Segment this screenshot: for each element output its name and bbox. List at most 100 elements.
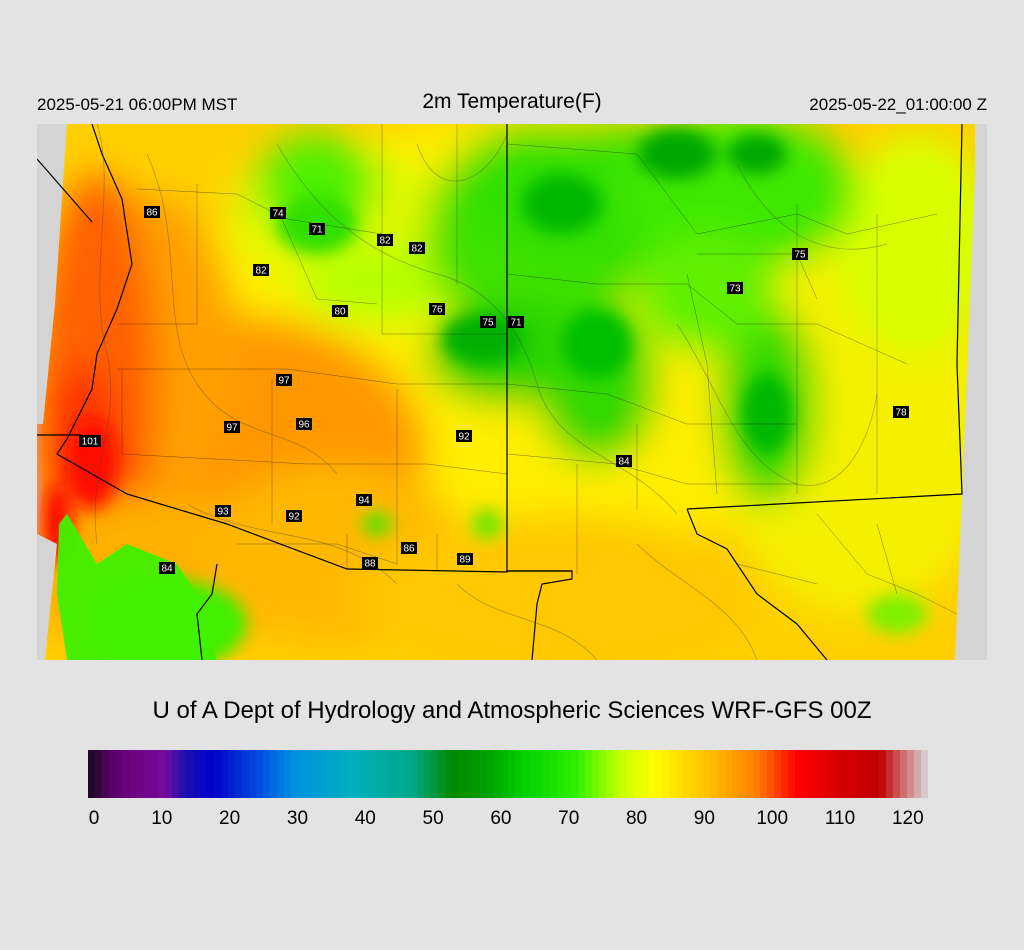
station-label-text: 82 — [379, 236, 391, 247]
colorbar-swatch — [396, 750, 404, 798]
colorbar-swatch — [823, 750, 831, 798]
colorbar-swatch — [354, 750, 362, 798]
temperature-map: 86 74 71 82 82 82 80 76 75 71 75 73 97 97 96 101 92 78 84 9… — [37, 124, 987, 660]
station-label-text: 84 — [161, 564, 173, 575]
colorbar-swatch — [389, 750, 397, 798]
colorbar-swatch — [809, 750, 817, 798]
station-label-box — [456, 430, 472, 442]
station-temperature-label: 76 — [429, 303, 445, 316]
station-label-box — [616, 455, 632, 467]
station-label-box — [457, 553, 473, 565]
map-title: 2m Temperature(F) — [422, 90, 602, 113]
colorbar-swatch — [319, 750, 327, 798]
station-label-box — [362, 557, 378, 569]
colorbar-swatch — [634, 750, 642, 798]
colorbar-swatch — [767, 750, 775, 798]
colorbar-tick-label: 110 — [824, 808, 856, 829]
station-label-text: 101 — [82, 437, 99, 448]
station-label-box — [508, 316, 524, 328]
colorbar-tick-label: 50 — [422, 808, 444, 829]
colorbar-swatch — [501, 750, 509, 798]
colorbar-swatch — [382, 750, 390, 798]
colorbar-swatch — [844, 750, 852, 798]
colorbar-swatch — [662, 750, 670, 798]
colorbar-swatch — [340, 750, 348, 798]
station-labels: 86 74 71 82 82 82 80 76 75 71 75 73 97 97 96 101 92 78 84 9… — [79, 206, 909, 575]
station-label-box — [215, 505, 231, 517]
colorbar-swatch — [200, 750, 208, 798]
colorbar-swatch — [578, 750, 586, 798]
station-label-box — [356, 494, 372, 506]
station-label-text: 76 — [431, 305, 443, 316]
station-label-box — [429, 303, 445, 315]
colorbar-swatch — [347, 750, 355, 798]
colorbar-swatch — [802, 750, 810, 798]
station-temperature-label: 86 — [144, 206, 160, 219]
colorbar-swatch — [795, 750, 803, 798]
station-label-text: 78 — [895, 408, 907, 419]
colorbar-swatch — [858, 750, 866, 798]
station-temperature-label: 97 — [224, 421, 240, 434]
colorbar-swatch — [375, 750, 383, 798]
station-temperature-label: 94 — [356, 494, 372, 507]
station-label-box — [144, 206, 160, 218]
colorbar-swatch — [592, 750, 600, 798]
colorbar-swatch — [459, 750, 467, 798]
colorbar-swatch — [711, 750, 719, 798]
state-borders — [37, 124, 963, 660]
colorbar-tick-labels: 0 10 20 30 40 50 60 70 80 90 100 110 120 — [88, 808, 928, 838]
colorbar-swatch — [221, 750, 229, 798]
colorbar-swatch — [102, 750, 110, 798]
colorbar-swatch — [683, 750, 691, 798]
colorbar-swatch — [788, 750, 796, 798]
station-label-text: 86 — [403, 544, 415, 555]
station-label-box — [286, 510, 302, 522]
colorbar-swatch — [543, 750, 551, 798]
colorbar-swatch — [620, 750, 628, 798]
colorbar-swatch — [193, 750, 201, 798]
colorbar-swatch — [165, 750, 173, 798]
colorbar-swatch — [613, 750, 621, 798]
colorbar-swatch — [515, 750, 523, 798]
colorbar-swatch — [564, 750, 572, 798]
colorbar-swatch — [277, 750, 285, 798]
colorbar-swatch — [235, 750, 243, 798]
colorbar-swatch — [725, 750, 733, 798]
colorbar-swatch — [242, 750, 250, 798]
colorbar-swatch — [753, 750, 761, 798]
colorbar-swatch — [305, 750, 313, 798]
colorbar-swatch — [424, 750, 432, 798]
colorbar-swatch — [207, 750, 215, 798]
station-label-box — [79, 435, 101, 447]
colorbar-swatch — [228, 750, 236, 798]
station-label-text: 80 — [334, 307, 346, 318]
station-label-text: 92 — [288, 512, 300, 523]
colorbar-swatch — [627, 750, 635, 798]
station-label-text: 97 — [226, 423, 238, 434]
station-label-box — [480, 316, 496, 328]
station-temperature-label: 97 — [276, 374, 292, 387]
colorbar-swatch — [571, 750, 579, 798]
colorbar-swatch — [746, 750, 754, 798]
station-label-box — [727, 282, 743, 294]
colorbar-swatch — [781, 750, 789, 798]
temperature-contours — [94, 124, 888, 660]
colorbar-swatch — [95, 750, 103, 798]
colorbar-swatch — [893, 750, 901, 798]
colorbar-swatch — [487, 750, 495, 798]
county-lines — [117, 124, 958, 615]
colorbar-swatch — [270, 750, 278, 798]
station-label-text: 93 — [217, 507, 229, 518]
temperature-field — [37, 124, 987, 660]
colorbar-swatch — [879, 750, 887, 798]
station-label-text: 74 — [272, 209, 284, 220]
station-label-text: 75 — [482, 318, 494, 329]
colorbar-swatch — [585, 750, 593, 798]
station-label-text: 82 — [255, 266, 267, 277]
colorbar-swatch — [914, 750, 922, 798]
colorbar-swatch — [249, 750, 257, 798]
colorbar-swatch — [438, 750, 446, 798]
colorbar-swatch — [473, 750, 481, 798]
station-temperature-label: 86 — [401, 542, 417, 555]
colorbar-swatch — [760, 750, 768, 798]
